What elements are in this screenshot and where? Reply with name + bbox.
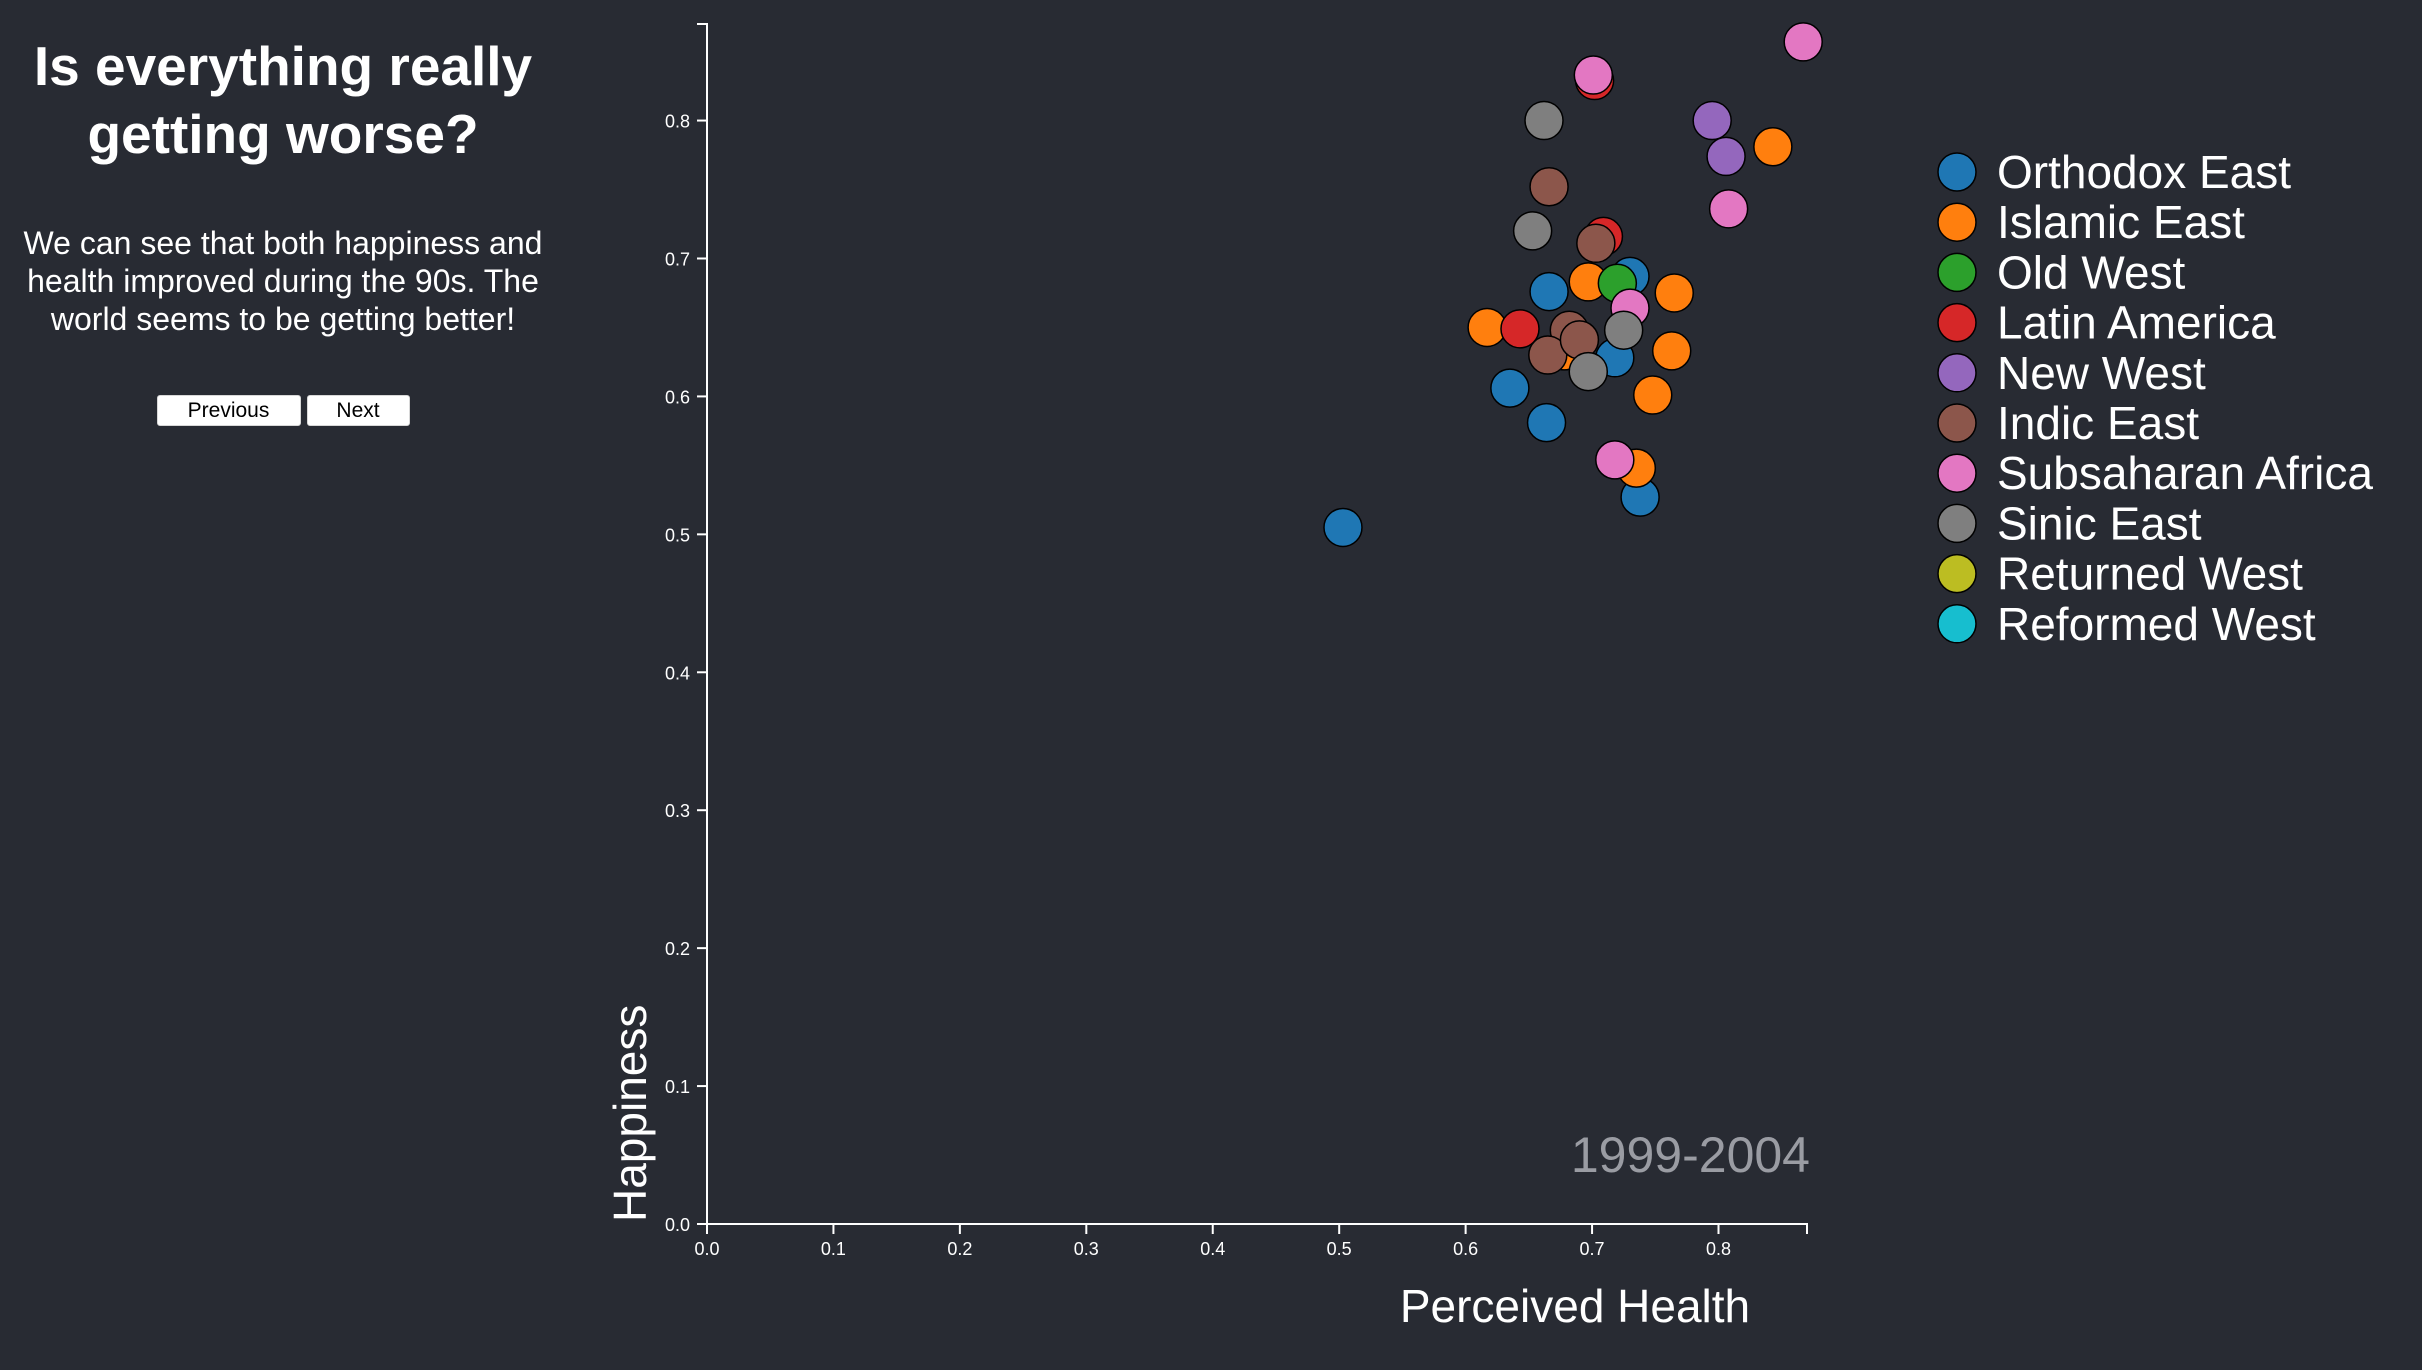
legend-swatch bbox=[1937, 503, 1977, 544]
data-point[interactable] bbox=[1529, 167, 1569, 207]
legend-swatch bbox=[1937, 302, 1977, 343]
data-point[interactable] bbox=[1708, 189, 1749, 229]
data-point[interactable] bbox=[1524, 100, 1564, 141]
x-tick-label: 0.3 bbox=[1074, 1239, 1099, 1259]
data-point[interactable] bbox=[1568, 351, 1609, 392]
nav-buttons: Previous Next bbox=[0, 395, 566, 426]
data-point[interactable] bbox=[1654, 273, 1694, 313]
legend-swatch bbox=[1937, 152, 1977, 192]
page-description: We can see that both happiness and healt… bbox=[23, 225, 543, 337]
legend-label: Returned West bbox=[1997, 548, 2303, 600]
data-point[interactable] bbox=[1595, 440, 1635, 480]
data-point[interactable] bbox=[1576, 223, 1616, 264]
legend-swatch bbox=[1937, 453, 1977, 493]
data-point[interactable] bbox=[1573, 55, 1614, 95]
x-tick-label: 0.7 bbox=[1580, 1239, 1605, 1259]
legend-label: Reformed West bbox=[1997, 598, 2316, 650]
y-tick-label: 0.4 bbox=[665, 663, 690, 683]
x-tick-label: 0.1 bbox=[821, 1239, 846, 1259]
x-tick-label: 0.4 bbox=[1200, 1239, 1225, 1259]
data-point[interactable] bbox=[1526, 402, 1567, 443]
data-point[interactable] bbox=[1529, 271, 1569, 312]
data-point[interactable] bbox=[1783, 22, 1823, 62]
legend-label: New West bbox=[1997, 347, 2206, 399]
legend-swatch bbox=[1937, 202, 1977, 242]
legend-label: Orthodox East bbox=[1997, 146, 2291, 198]
legend-swatch bbox=[1937, 353, 1977, 393]
legend-swatch bbox=[1937, 553, 1977, 594]
y-tick-label: 0.1 bbox=[665, 1077, 690, 1097]
x-tick-label: 0.8 bbox=[1706, 1239, 1731, 1259]
legend-swatch bbox=[1937, 252, 1977, 293]
legend-label: Subsaharan Africa bbox=[1997, 447, 2373, 499]
y-tick-label: 0.3 bbox=[665, 801, 690, 821]
x-tick-label: 0.5 bbox=[1327, 1239, 1352, 1259]
y-tick-label: 0.8 bbox=[665, 112, 690, 132]
x-axis-line bbox=[706, 1223, 1808, 1234]
page-title: Is everything really getting worse? bbox=[33, 35, 533, 165]
data-point[interactable] bbox=[1692, 100, 1732, 141]
legend-label: Latin America bbox=[1997, 297, 2276, 349]
y-axis-line bbox=[697, 23, 708, 1225]
data-point[interactable] bbox=[1512, 211, 1553, 251]
legend-label: Indic East bbox=[1997, 397, 2199, 449]
legend-swatch bbox=[1937, 604, 1977, 644]
data-point[interactable] bbox=[1323, 507, 1363, 548]
y-tick-label: 0.6 bbox=[665, 387, 690, 407]
legend-label: Islamic East bbox=[1997, 196, 2245, 248]
x-tick-label: 0.2 bbox=[947, 1239, 972, 1259]
x-tick-label: 0.6 bbox=[1453, 1239, 1478, 1259]
data-points bbox=[1323, 22, 1823, 548]
data-point[interactable] bbox=[1706, 136, 1746, 177]
x-tick-label: 0.0 bbox=[694, 1239, 719, 1259]
y-tick-label: 0.7 bbox=[665, 249, 690, 269]
side-panel: Is everything really getting worse? We c… bbox=[0, 0, 566, 426]
data-point[interactable] bbox=[1490, 368, 1530, 408]
data-point[interactable] bbox=[1603, 310, 1644, 350]
y-axis-title: Happiness bbox=[604, 1005, 656, 1222]
y-tick-label: 0.0 bbox=[665, 1215, 690, 1235]
legend-swatch bbox=[1937, 403, 1977, 443]
period-label: 1999-2004 bbox=[1571, 1127, 1810, 1183]
legend-label: Sinic East bbox=[1997, 497, 2202, 549]
data-point[interactable] bbox=[1753, 127, 1793, 167]
next-button[interactable]: Next bbox=[306, 395, 410, 426]
data-point[interactable] bbox=[1651, 331, 1692, 371]
previous-button[interactable]: Previous bbox=[156, 395, 301, 426]
data-point[interactable] bbox=[1500, 309, 1540, 349]
y-tick-label: 0.5 bbox=[665, 525, 690, 545]
legend-label: Old West bbox=[1997, 246, 2186, 298]
chart-axes: 0.0 0.1 0.2 0.3 0.4 0.5 0.6 0.7 0.8 0.0 0.1 0.2 0.3 0… bbox=[665, 23, 1808, 1259]
data-point[interactable] bbox=[1632, 375, 1673, 415]
x-axis-title: Perceived Health bbox=[1400, 1280, 1750, 1332]
y-tick-label: 0.2 bbox=[665, 939, 690, 959]
